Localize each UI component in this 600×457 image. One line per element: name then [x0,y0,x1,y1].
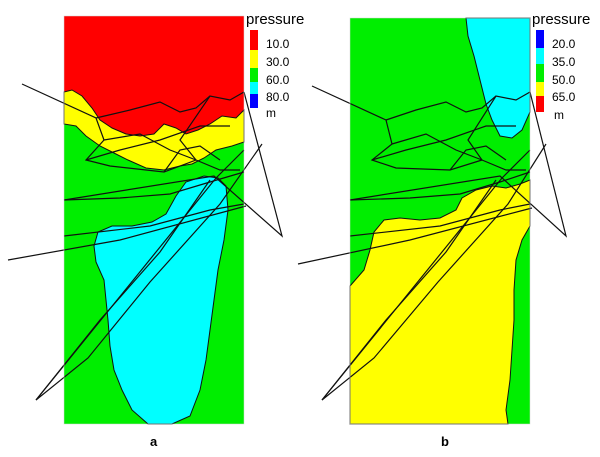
legend-a-value-4: 80.0 [266,90,290,104]
legend-a-title: pressure [246,11,304,28]
panel-b-yellow-region [349,179,531,425]
legend-a-value-1: 10.0 [266,37,290,51]
legend-a-value-3: 60.0 [266,73,290,87]
legend-a-unit: m [266,106,276,120]
legend-b-swatch-4 [536,82,544,96]
legend-a-swatch-1 [250,30,258,50]
legend-a-swatch-3 [250,68,258,82]
legend-b-unit: m [554,108,564,122]
panel-b-frame [349,17,531,425]
panel-b [297,17,568,425]
legend-a-swatch-5 [250,94,258,108]
panel-b-label: b [441,434,449,449]
legend-b-swatch-2 [536,48,544,64]
panel-a-label: a [150,434,158,449]
panel-a-pipe-network [7,83,284,401]
legend-a-value-2: 30.0 [266,55,290,69]
panel-a [7,15,284,425]
legend-b-swatch-5 [536,96,544,112]
legend-a: pressure 10.0 30.0 60.0 80.0 m [246,11,304,120]
legend-b-value-2: 35.0 [552,55,576,69]
panel-a-yellow-region [63,89,245,171]
legend-a-swatch-2 [250,50,258,68]
panel-b-pipe-network [297,85,568,401]
panel-a-frame [63,15,245,425]
legend-a-swatch-4 [250,82,258,94]
legend-b-value-3: 50.0 [552,73,576,87]
legend-b-value-1: 20.0 [552,37,576,51]
legend-b-swatch-3 [536,64,544,82]
legend-b: pressure 20.0 35.0 50.0 65.0 m [532,11,590,122]
legend-b-swatch-1 [536,30,544,48]
legend-b-title: pressure [532,11,590,28]
legend-b-value-4: 65.0 [552,90,576,104]
